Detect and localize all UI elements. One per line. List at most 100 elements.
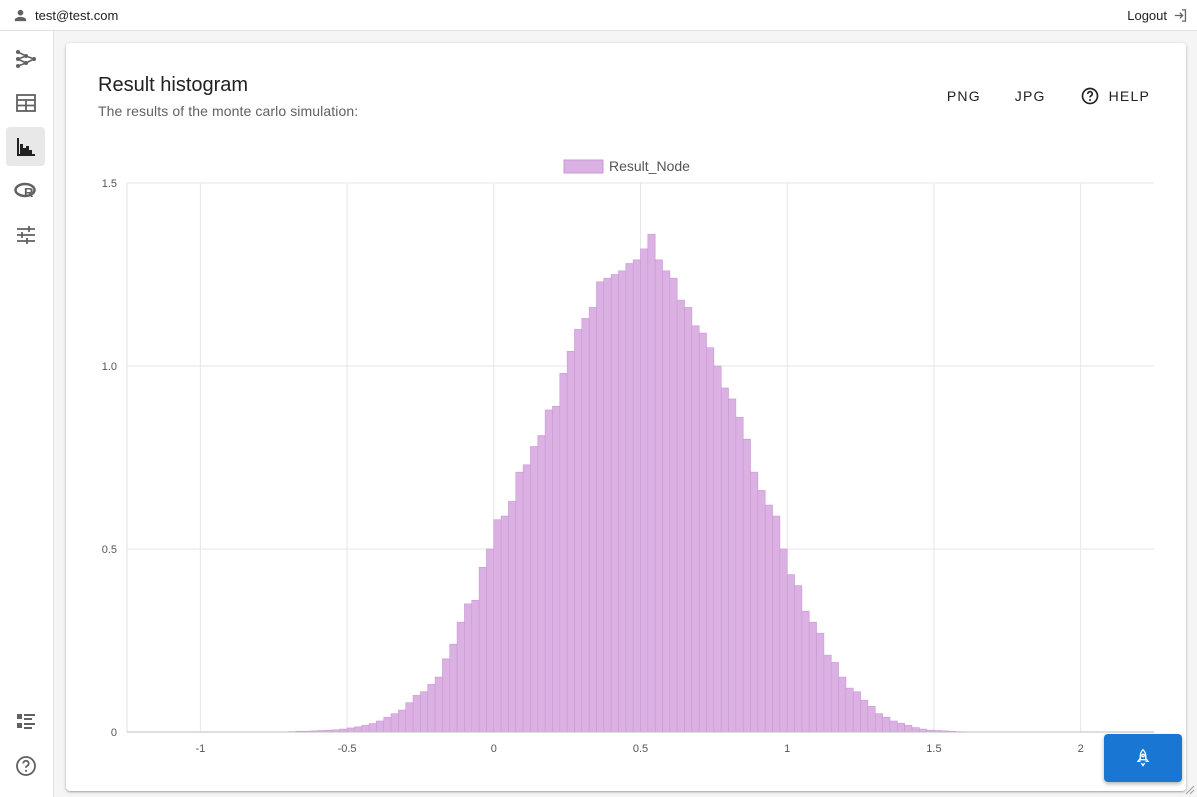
sidebar-item-histogram[interactable] [6,127,45,166]
histogram-bar [478,566,487,733]
chart-bars [127,233,1154,733]
run-simulation-button[interactable] [1104,734,1182,782]
sidebar-item-r[interactable]: R [6,171,45,210]
histogram-bar [376,720,385,733]
help-circle-icon [1081,87,1098,105]
svg-text:R: R [24,185,34,200]
histogram-bar [464,603,473,733]
sidebar-item-settings[interactable] [6,215,45,254]
tune-sliders-icon [16,225,35,244]
legend-swatch [563,159,604,174]
graph-nodes-icon [15,49,36,68]
table-icon [15,93,36,112]
card-actions: PNG JPG HELP [913,86,1150,106]
histogram-icon [16,137,35,156]
page-title: Result histogram [98,74,249,96]
histogram-bar [882,717,891,733]
histogram-bar [574,329,583,733]
png-button[interactable]: PNG [947,88,981,104]
histogram-bar [618,270,627,733]
sidebar-item-table[interactable] [6,83,45,122]
histogram-bar [860,699,869,733]
histogram-bar [456,621,465,733]
chart-axis-labels: 0 0.5 1.0 1.5 -1 -0.5 0 0.5 1 1.5 2 [102,178,1084,755]
person-icon [14,9,27,22]
jpg-label: JPG [1014,88,1046,104]
histogram-bar [896,722,905,733]
histogram-bar [398,709,407,733]
histogram-bar [647,233,656,733]
logout-button[interactable]: Logout [1127,7,1189,24]
y-tick-label: 0.5 [102,544,117,556]
help-circle-icon [15,755,36,776]
histogram-bar [566,351,575,733]
x-tick-label: 1.5 [926,743,941,755]
histogram-bar [486,548,495,733]
rocket-icon [1136,748,1150,767]
histogram-bar [508,501,517,733]
histogram-bar [852,691,861,733]
histogram-bar [911,727,920,733]
histogram-bar [471,599,480,733]
sidebar: R [0,31,54,797]
histogram-bar [383,717,392,733]
histogram-bar [449,643,458,733]
histogram-bar [552,405,561,733]
x-tick-label: -1 [195,743,205,755]
histogram-bar [728,398,737,733]
histogram-bar [346,727,355,733]
histogram-bar [676,299,685,733]
x-tick-label: 2 [1078,743,1084,755]
help-button[interactable]: HELP [1080,86,1150,106]
x-tick-label: 1 [784,743,790,755]
sidebar-item-graph[interactable] [6,39,45,78]
histogram-bar [794,585,803,733]
r-language-icon: R [13,182,36,200]
histogram-bar [786,574,795,733]
histogram-bar [823,654,832,733]
histogram-bar [581,318,590,733]
histogram-bar [757,490,766,733]
histogram-bar [522,464,531,733]
histogram-bar [706,347,715,733]
histogram-bar [808,621,817,733]
top-bar: test@test.com Logout [0,0,1197,31]
histogram-bar [632,259,641,733]
histogram-bar [801,610,810,733]
histogram-bar [544,409,553,733]
chart-legend: Result_Node [563,158,690,174]
histogram-bar [515,471,524,733]
histogram-bar [764,504,773,733]
page-subtitle: The results of the monte carlo simulatio… [98,103,359,119]
jpg-button[interactable]: JPG [1015,88,1046,104]
histogram-bar [530,446,539,733]
legend-label: Result_Node [609,158,690,174]
histogram-bar [874,713,883,733]
histogram-bar [720,387,729,733]
histogram-bar [779,548,788,733]
histogram-bar [640,248,649,733]
histogram-bar [889,720,898,733]
histogram-bar [354,726,363,733]
histogram-bar [405,702,414,733]
histogram-bar [559,373,568,733]
histogram-bar [838,676,847,733]
histogram-bar [713,365,722,733]
histogram-bar [845,687,854,733]
histogram-bar [420,691,429,733]
sidebar-item-list[interactable] [6,702,45,741]
resize-handle-icon[interactable] [1185,785,1195,795]
y-tick-label: 0 [111,727,117,739]
histogram-bar [442,658,451,733]
sidebar-item-help[interactable] [6,746,45,785]
histogram-bar [904,725,913,733]
histogram-bar [500,515,509,733]
histogram-bar [662,270,671,733]
histogram-bar [735,416,744,733]
user-email: test@test.com [35,8,119,23]
histogram-bar [596,281,605,733]
histogram-bar [390,713,399,733]
histogram-bar [654,259,663,733]
histogram-bar [603,277,612,733]
